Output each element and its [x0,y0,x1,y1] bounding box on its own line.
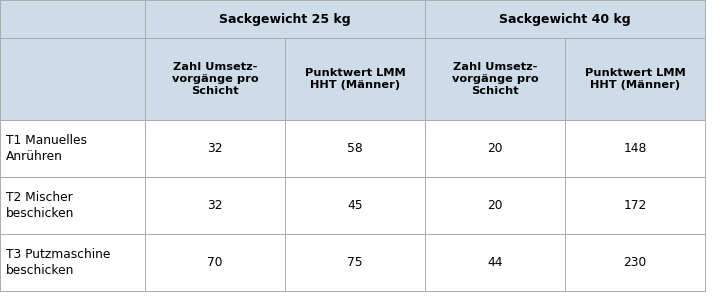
Text: 70: 70 [207,256,223,269]
Bar [425,177,565,234]
Text: 45: 45 [347,199,363,212]
Bar [145,38,285,120]
Bar [285,38,425,120]
Text: T1 Manuelles
Anrühren: T1 Manuelles Anrühren [6,134,87,163]
Text: Punktwert LMM
HHT (Männer): Punktwert LMM HHT (Männer) [584,68,685,90]
Text: Sackgewicht 40 kg: Sackgewicht 40 kg [499,12,631,26]
Text: 44: 44 [487,256,502,269]
Bar [145,0,425,38]
Bar [565,120,705,177]
Bar [285,120,425,177]
Bar [565,177,705,234]
Text: T2 Mischer
beschicken: T2 Mischer beschicken [6,191,74,220]
Text: 32: 32 [207,199,223,212]
Text: Sackgewicht 25 kg: Sackgewicht 25 kg [219,12,351,26]
Text: T3 Putzmaschine
beschicken: T3 Putzmaschine beschicken [6,248,110,277]
Bar [425,120,565,177]
Bar [285,234,425,291]
Bar [0,177,145,234]
Bar [0,0,145,38]
Bar [0,120,145,177]
Text: 32: 32 [207,142,223,155]
Text: 75: 75 [347,256,363,269]
Text: 172: 172 [624,199,647,212]
Bar [145,177,285,234]
Bar [145,234,285,291]
Bar [565,38,705,120]
Text: 58: 58 [347,142,363,155]
Text: Zahl Umsetz-
vorgänge pro
Schicht: Zahl Umsetz- vorgänge pro Schicht [171,62,258,96]
Bar [565,234,705,291]
Text: Punktwert LMM
HHT (Männer): Punktwert LMM HHT (Männer) [305,68,405,90]
Bar [425,0,705,38]
Text: Zahl Umsetz-
vorgänge pro
Schicht: Zahl Umsetz- vorgänge pro Schicht [452,62,538,96]
Bar [0,234,145,291]
Text: 20: 20 [487,142,502,155]
Text: 230: 230 [624,256,647,269]
Bar [425,234,565,291]
Text: 148: 148 [624,142,647,155]
Bar [145,120,285,177]
Bar [0,38,145,120]
Bar [285,177,425,234]
Bar [425,38,565,120]
Text: 20: 20 [487,199,502,212]
